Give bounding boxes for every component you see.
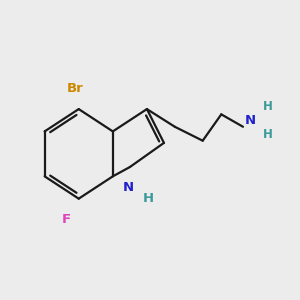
Text: Br: Br	[67, 82, 84, 94]
Text: F: F	[62, 213, 71, 226]
Text: H: H	[263, 100, 273, 113]
Text: H: H	[263, 128, 273, 141]
Text: H: H	[143, 191, 154, 205]
Text: N: N	[123, 181, 134, 194]
Text: N: N	[245, 114, 256, 127]
